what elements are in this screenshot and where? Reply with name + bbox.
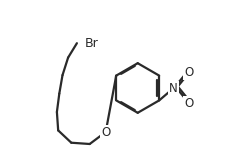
Text: Br: Br bbox=[85, 37, 99, 50]
Text: O: O bbox=[101, 125, 110, 139]
Text: N: N bbox=[169, 81, 178, 95]
Text: O: O bbox=[184, 97, 194, 110]
Text: O: O bbox=[184, 66, 194, 79]
